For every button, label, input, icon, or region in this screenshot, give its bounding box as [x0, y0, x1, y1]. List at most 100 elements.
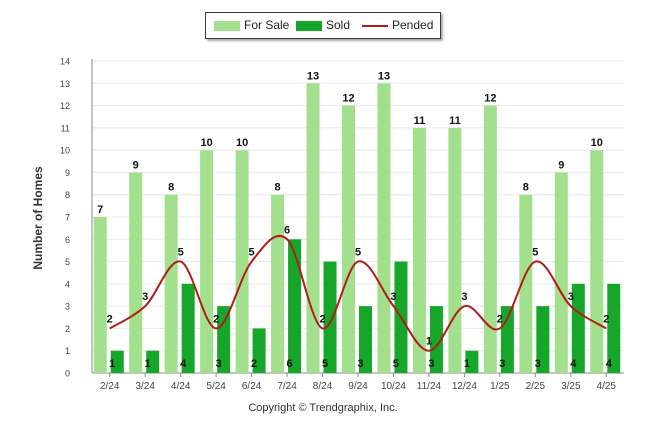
y-tick-label: 8 — [65, 190, 70, 200]
bar-for-sale — [200, 150, 214, 373]
y-tick-label: 2 — [65, 324, 70, 334]
data-label-pended: 5 — [355, 247, 361, 259]
legend: For Sale Sold Pended — [205, 12, 441, 39]
y-tick-label: 9 — [65, 168, 70, 178]
y-tick-label: 13 — [60, 79, 70, 89]
legend-label-for-sale: For Sale — [244, 18, 290, 32]
legend-swatch-for-sale — [214, 21, 240, 31]
y-tick-label: 3 — [65, 302, 70, 312]
bar-sold — [110, 350, 124, 373]
x-tick-label: 2/24 — [100, 381, 120, 392]
bar-sold — [181, 283, 195, 373]
bar-for-sale — [342, 105, 355, 374]
y-tick-label: 4 — [65, 279, 70, 289]
data-label-sold: 1 — [109, 358, 115, 370]
data-label-for-sale: 8 — [275, 182, 281, 194]
bar-for-sale — [448, 127, 462, 373]
y-tick-label: 1 — [65, 346, 70, 356]
bar-for-sale — [306, 83, 320, 374]
data-label-for-sale: 7 — [97, 204, 103, 216]
y-tick-label: 11 — [61, 123, 70, 133]
x-tick-label: 10/24 — [381, 381, 406, 392]
data-label-for-sale: 8 — [168, 182, 174, 194]
bar-for-sale — [412, 127, 426, 373]
y-tick-label: 7 — [65, 213, 70, 223]
data-label-pended: 6 — [284, 224, 290, 236]
data-label-for-sale: 13 — [378, 70, 390, 82]
bar-sold — [536, 306, 550, 373]
bar-for-sale — [554, 172, 568, 373]
data-label-pended: 5 — [178, 247, 184, 259]
data-label-for-sale: 11 — [449, 115, 461, 127]
x-tick-label: 5/24 — [206, 381, 226, 392]
bar-sold — [146, 350, 160, 373]
y-tick-label: 10 — [60, 146, 70, 156]
bar-for-sale — [129, 172, 143, 373]
legend-swatch-pended — [362, 25, 388, 27]
bar-for-sale — [271, 194, 285, 373]
data-label-sold: 3 — [499, 358, 505, 370]
data-label-sold: 3 — [535, 358, 541, 370]
legend-label-pended: Pended — [392, 18, 434, 32]
bar-for-sale — [164, 194, 178, 373]
x-tick-label: 1/25 — [490, 381, 510, 392]
y-tick-label: 6 — [65, 235, 70, 245]
bar-sold — [465, 350, 479, 373]
legend-label-sold: Sold — [326, 18, 351, 32]
data-label-sold: 4 — [570, 358, 577, 370]
bar-for-sale — [519, 194, 533, 373]
bar-sold — [217, 306, 231, 373]
data-label-pended: 3 — [461, 291, 467, 303]
bar-sold — [607, 283, 621, 373]
data-label-sold: 4 — [180, 358, 187, 370]
x-tick-label: 4/24 — [171, 381, 191, 392]
data-label-for-sale: 13 — [307, 70, 319, 82]
data-label-for-sale: 10 — [236, 137, 248, 149]
data-label-pended: 3 — [390, 291, 396, 303]
y-axis-label: Number of Homes — [31, 166, 45, 270]
y-tick-label: 5 — [65, 257, 70, 267]
data-label-sold: 3 — [216, 358, 222, 370]
data-label-sold: 3 — [428, 358, 434, 370]
legend-swatch-sold — [296, 21, 322, 31]
data-label-pended: 2 — [213, 313, 219, 325]
data-label-sold: 6 — [287, 358, 293, 370]
data-label-for-sale: 10 — [201, 137, 213, 149]
bar-sold — [288, 239, 302, 373]
data-label-sold: 4 — [606, 358, 613, 370]
x-tick-label: 2/25 — [526, 381, 546, 392]
data-label-sold: 3 — [357, 358, 363, 370]
data-label-for-sale: 11 — [414, 115, 426, 127]
y-tick-label: 12 — [60, 101, 70, 111]
x-tick-label: 12/24 — [452, 381, 477, 392]
data-label-pended: 2 — [497, 313, 503, 325]
x-tick-label: 3/25 — [561, 381, 581, 392]
data-label-sold: 5 — [322, 358, 328, 370]
bar-sold — [252, 328, 266, 373]
bar-for-sale — [377, 83, 391, 374]
data-label-sold: 2 — [251, 358, 257, 370]
bar-for-sale — [483, 105, 497, 374]
data-label-pended: 3 — [142, 291, 148, 303]
x-tick-label: 11/24 — [417, 381, 442, 392]
bar-for-sale — [93, 217, 107, 373]
data-label-sold: 5 — [393, 358, 399, 370]
x-tick-label: 3/24 — [135, 381, 155, 392]
data-label-sold: 1 — [464, 358, 470, 370]
bar-for-sale — [590, 150, 604, 373]
line-pended — [109, 234, 607, 352]
data-label-for-sale: 10 — [591, 137, 603, 149]
x-tick-label: 4/25 — [597, 381, 617, 392]
data-label-for-sale: 8 — [523, 182, 529, 194]
data-label-for-sale: 12 — [342, 93, 354, 105]
data-label-pended: 1 — [426, 336, 432, 348]
y-tick-label: 14 — [60, 57, 70, 67]
y-tick-label: 0 — [65, 369, 70, 379]
data-label-pended: 5 — [249, 247, 255, 259]
data-label-pended: 3 — [568, 291, 574, 303]
data-label-pended: 2 — [603, 313, 609, 325]
data-label-pended: 2 — [107, 313, 113, 325]
data-label-for-sale: 9 — [558, 159, 564, 171]
bar-sold — [359, 306, 372, 373]
